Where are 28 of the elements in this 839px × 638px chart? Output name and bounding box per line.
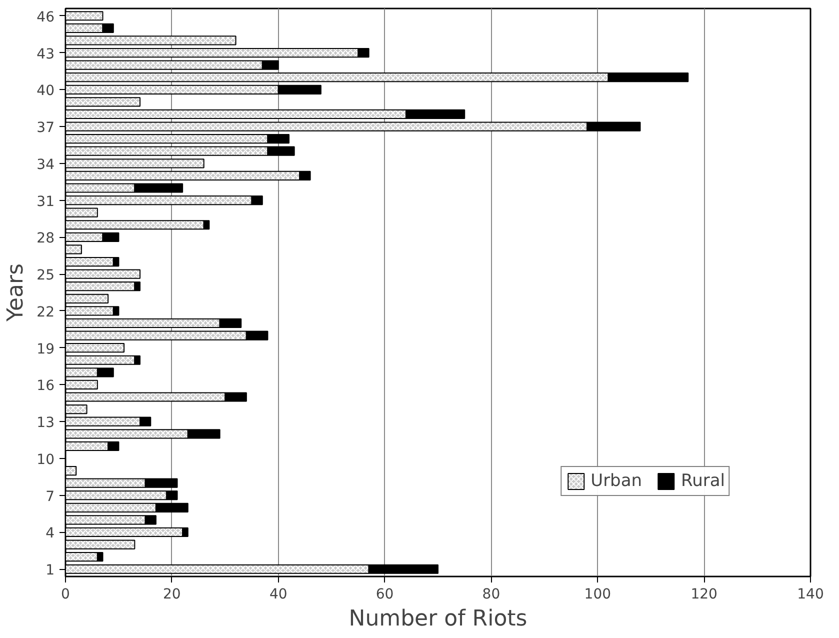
x-tick-label: 40: [269, 586, 288, 602]
y-tick-label: 28: [36, 230, 55, 247]
y-tick-label: 10: [36, 452, 55, 468]
y-tick-label: 7: [46, 488, 55, 505]
y-tick-label: 4: [46, 526, 55, 542]
legend-label: Rural: [681, 471, 725, 491]
y-tick-label: 1: [46, 562, 55, 579]
y-tick-label: 19: [36, 341, 55, 358]
x-tick-label: 120: [690, 586, 718, 602]
y-tick-label: 34: [36, 156, 55, 173]
y-tick-label: 46: [36, 9, 55, 26]
x-tick-label: 140: [797, 586, 824, 602]
x-tick-label: 0: [61, 586, 70, 602]
y-tick-label: 40: [36, 83, 55, 100]
x-tick-label: 100: [584, 586, 612, 602]
y-tick-label: 13: [36, 415, 55, 432]
y-tick-label: 22: [36, 304, 55, 320]
x-tick-label: 80: [482, 586, 500, 602]
x-tick-label: 20: [163, 586, 181, 602]
y-axis-title: Years: [4, 263, 29, 323]
y-tick-label: 16: [36, 378, 55, 394]
y-tick-label: 31: [36, 194, 55, 210]
x-axis-title: Number of Riots: [348, 606, 528, 632]
legend-label: Urban: [590, 471, 642, 491]
y-tick-label: 43: [36, 46, 55, 62]
y-tick-label: 25: [36, 268, 55, 284]
y-tick-label: 37: [36, 120, 55, 136]
x-tick-label: 60: [376, 586, 394, 602]
